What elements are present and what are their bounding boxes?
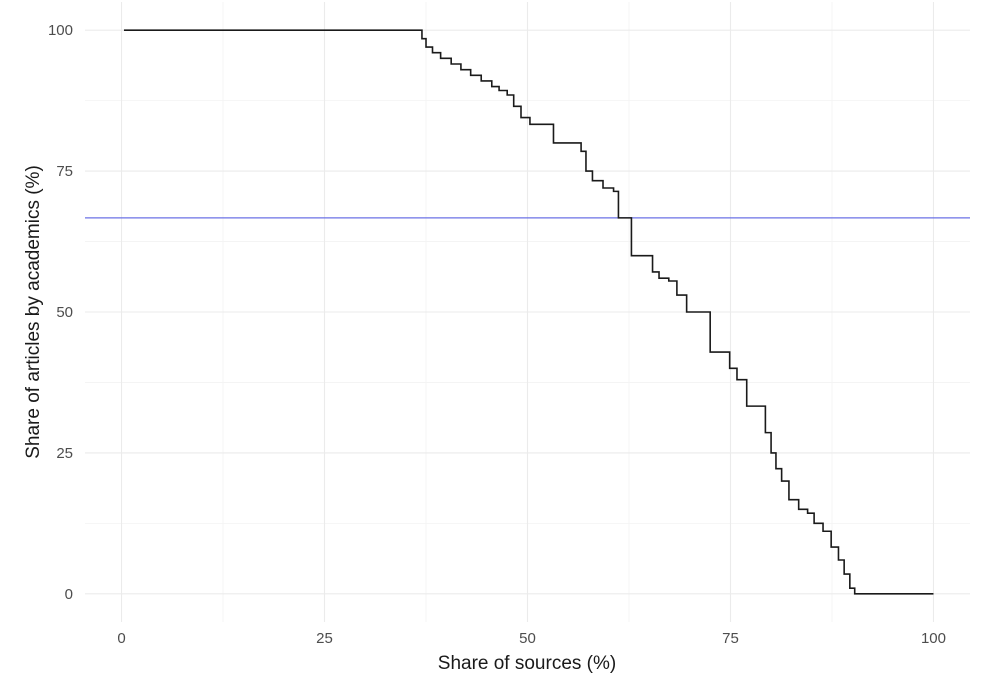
x-axis-title: Share of sources (%) [438, 653, 616, 674]
x-tick-label: 0 [117, 630, 125, 647]
y-axis-title: Share of articles by academics (%) [23, 165, 44, 459]
series-line [123, 29, 934, 595]
series-layer [123, 29, 934, 595]
x-tick-label: 25 [316, 630, 333, 647]
y-tick-label: 75 [56, 163, 73, 180]
grid [85, 2, 970, 622]
y-axis-ticks: 0 25 50 75 100 [48, 22, 73, 603]
x-tick-label: 75 [722, 630, 739, 647]
y-tick-label: 25 [56, 445, 73, 462]
y-tick-label: 0 [65, 586, 73, 603]
x-axis-ticks: 0 25 50 75 100 [117, 630, 946, 647]
y-tick-label: 50 [56, 304, 73, 321]
x-tick-label: 100 [921, 630, 946, 647]
x-tick-label: 50 [519, 630, 536, 647]
y-tick-label: 100 [48, 22, 73, 39]
